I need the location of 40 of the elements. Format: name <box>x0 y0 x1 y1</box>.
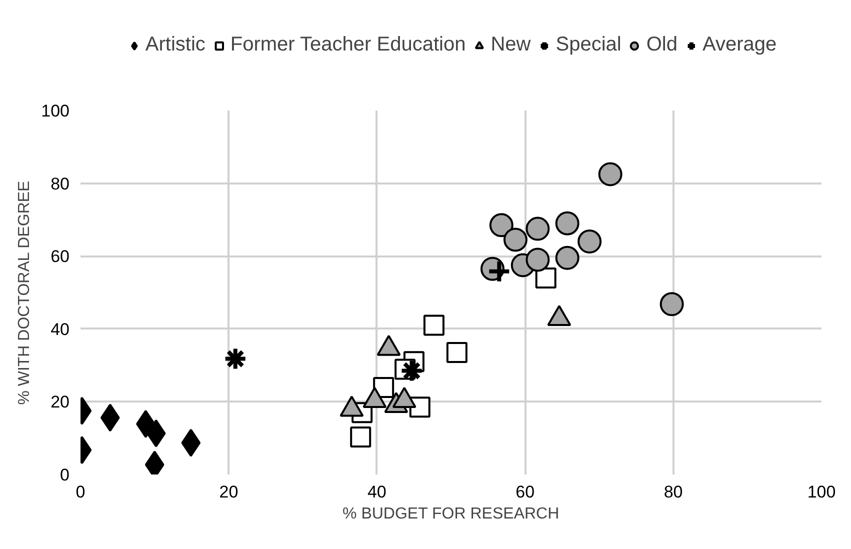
point <box>100 404 120 432</box>
x-axis-title: % BUDGET FOR RESEARCH <box>342 506 560 522</box>
point <box>409 396 430 418</box>
point <box>555 211 580 236</box>
x-tick-label: 40 <box>367 482 386 502</box>
y-tick-label: 80 <box>50 174 70 194</box>
point <box>660 292 684 316</box>
x-tick-label: 20 <box>219 482 238 502</box>
point <box>446 342 468 364</box>
point <box>555 246 580 270</box>
y-tick-label: 60 <box>50 247 70 266</box>
x-tick-label: 100 <box>807 482 836 502</box>
point <box>223 346 248 371</box>
point <box>535 267 556 288</box>
point <box>487 259 512 284</box>
y-tick-label: 40 <box>50 320 70 339</box>
legend-label: Former Teacher Education <box>230 34 466 56</box>
legend-label: Average <box>702 34 777 56</box>
point <box>350 426 372 448</box>
point <box>400 358 424 383</box>
x-tick-label: 80 <box>664 482 683 502</box>
y-tick-label: 20 <box>50 392 70 412</box>
y-tick-label: 100 <box>41 102 70 120</box>
point <box>578 230 602 254</box>
point <box>526 248 550 272</box>
legend-label: Artistic <box>145 34 206 56</box>
y-tick-label: 0 <box>60 466 70 484</box>
point <box>489 213 514 238</box>
point <box>146 419 166 448</box>
legend-label: Old <box>646 34 678 56</box>
point <box>526 216 550 241</box>
y-axis-title: % WITH DOCTORAL DEGREE <box>16 180 34 405</box>
x-tick-label: 60 <box>516 482 535 502</box>
legend-label: New <box>490 34 531 56</box>
point <box>181 428 201 457</box>
legend-label: Special <box>556 34 622 56</box>
x-tick-label: 0 <box>76 482 86 502</box>
point <box>598 162 622 186</box>
point <box>503 228 528 252</box>
point <box>423 314 444 336</box>
